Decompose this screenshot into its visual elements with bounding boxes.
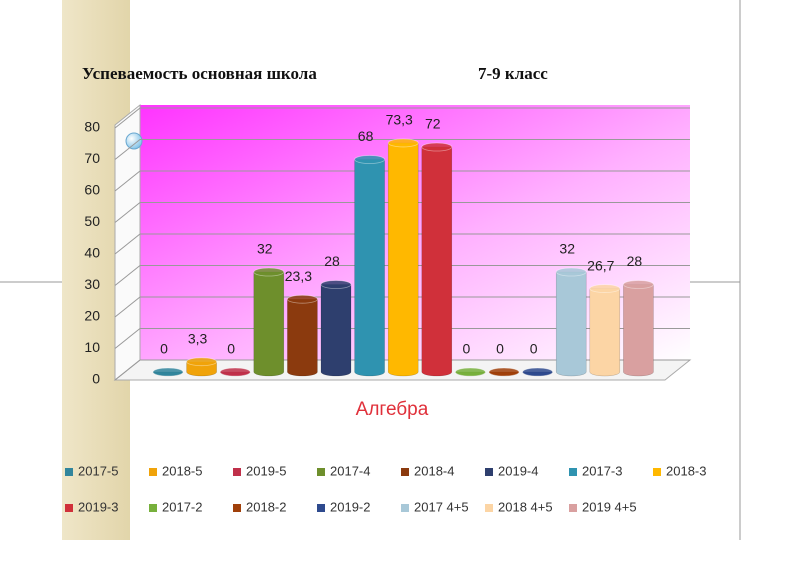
chart-subtitle: 7-9 класс [478, 64, 548, 83]
data-label: 0 [530, 341, 538, 357]
grid-line [114, 359, 690, 381]
bar-cap [589, 284, 621, 293]
data-label: 23,3 [285, 268, 312, 284]
legend-swatch [569, 504, 577, 512]
bar-cap [354, 155, 386, 164]
data-label: 28 [324, 253, 340, 269]
legend-swatch [653, 468, 661, 476]
data-label: 3,3 [188, 330, 208, 346]
y-tick-label: 40 [84, 245, 100, 261]
chart-title: Успеваемость основная школа [82, 64, 317, 83]
x-category-label: Алгебра [356, 399, 429, 420]
grid-line [114, 328, 690, 349]
y-tick-label: 30 [84, 276, 100, 292]
y-tick-label: 20 [84, 308, 100, 324]
grid-line [114, 107, 690, 129]
bar [253, 271, 285, 377]
data-label: 0 [227, 341, 235, 357]
bar [354, 159, 385, 377]
bar-cap [387, 138, 419, 148]
y-tick-label: 50 [84, 213, 100, 229]
data-label: 72 [425, 116, 441, 132]
legend-swatch [485, 468, 493, 476]
legend-swatch [233, 468, 241, 476]
legend-swatch [317, 468, 325, 476]
legend-swatch [65, 468, 73, 476]
grid-line [114, 170, 690, 192]
grid-line [114, 233, 690, 255]
legend-swatch [149, 468, 157, 476]
bar [555, 271, 587, 377]
legend-label: 2018 4+5 [498, 499, 553, 514]
data-label: 32 [559, 241, 575, 257]
data-label: 0 [463, 341, 471, 357]
legend-swatch [569, 468, 577, 476]
legend-label: 2019 4+5 [582, 499, 637, 514]
bar-cap [286, 294, 318, 304]
bar-cap [623, 280, 654, 289]
legend-swatch [401, 504, 409, 512]
legend-swatch [233, 504, 241, 512]
decor-bubble [125, 132, 143, 150]
bar-cap [320, 280, 352, 289]
legend-label: 2019-2 [330, 499, 370, 514]
y-tick-label: 60 [84, 182, 100, 198]
legend-swatch [149, 504, 157, 512]
legend-label: 2017 4+5 [414, 499, 469, 514]
bar-cap [152, 367, 184, 377]
legend-label: 2019-4 [498, 463, 538, 478]
bar-cap [421, 142, 453, 152]
legend: 2017-5 2018-5 2019-5 2017-4 2018-4 2019-4 2017… [65, 463, 706, 514]
legend-swatch [485, 504, 493, 512]
legend-label: 2019-5 [246, 463, 286, 478]
bars: 0 3,3 0 32 23,3 28 68 73,3 72 0 0 0 32 26,7 28 Алгебра [152, 112, 654, 420]
bar-cap [186, 357, 218, 367]
legend-swatch [317, 504, 325, 512]
y-tick-label: 0 [92, 371, 100, 387]
data-label: 26,7 [587, 257, 614, 273]
data-label: 68 [358, 128, 374, 144]
bar-cap [454, 367, 486, 377]
legend-swatch [65, 504, 73, 512]
bar [320, 284, 352, 377]
data-label: 28 [627, 253, 643, 269]
legend-label: 2017-3 [582, 463, 622, 478]
legend-label: 2018-3 [666, 463, 706, 478]
bar-cap [219, 367, 251, 377]
grid: 0 10 20 30 40 50 60 70 80 [84, 107, 690, 387]
bar [287, 298, 318, 377]
legend-label: 2017-5 [78, 463, 118, 478]
bar [589, 288, 621, 377]
legend-label: 2017-2 [162, 499, 202, 514]
bar [421, 146, 453, 377]
grid-line [114, 296, 690, 318]
data-label: 32 [257, 241, 273, 257]
y-tick-label: 10 [84, 339, 100, 355]
data-label: 0 [496, 341, 504, 357]
legend-label: 2018-5 [162, 463, 202, 478]
bar [387, 142, 419, 377]
bar-cap [253, 267, 285, 277]
y-tick-label: 70 [84, 150, 100, 166]
legend-label: 2018-2 [246, 499, 286, 514]
grid-line [114, 202, 690, 223]
bar-cap [522, 367, 553, 377]
bar-cap [488, 367, 520, 377]
legend-swatch [401, 468, 409, 476]
grid-line [114, 265, 690, 286]
bar [623, 284, 654, 377]
bar [186, 361, 217, 377]
legend-label: 2018-4 [414, 463, 454, 478]
y-tick-label: 80 [84, 119, 100, 135]
data-label: 0 [160, 341, 168, 357]
legend-label: 2017-4 [330, 463, 370, 478]
data-label: 73,3 [386, 112, 413, 128]
grid-line [114, 139, 690, 160]
bar-cap [555, 267, 587, 277]
legend-label: 2019-3 [78, 499, 118, 514]
